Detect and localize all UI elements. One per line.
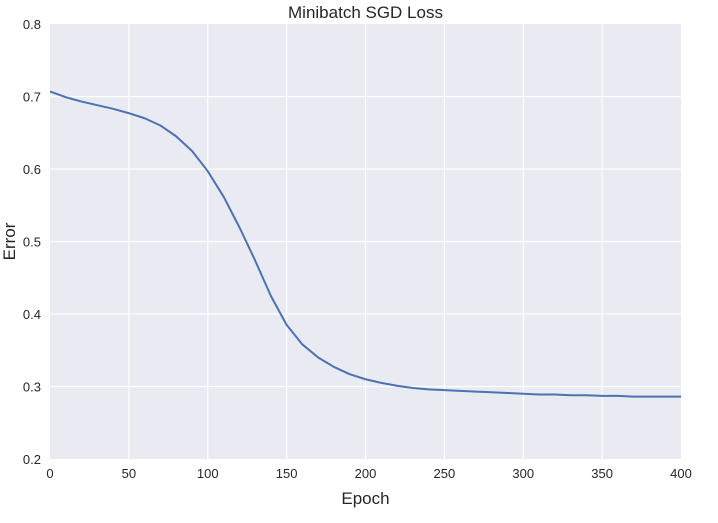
x-tick-label: 300 (512, 466, 534, 481)
loss-series-line (49, 90, 681, 398)
y-tick-label: 0.4 (23, 307, 41, 322)
y-tick-label: 0.3 (23, 380, 41, 395)
x-tick-label: 200 (355, 466, 377, 481)
y-tick-label: 0.5 (23, 235, 41, 250)
x-tick-labels: 0 50 100 150 200 250 300 350 400 (46, 466, 691, 481)
chart-title: Minibatch SGD Loss (288, 3, 443, 22)
x-tick-label: 350 (591, 466, 613, 481)
x-tick-label: 0 (46, 466, 53, 481)
x-tick-label: 400 (670, 466, 692, 481)
x-tick-label: 150 (276, 466, 298, 481)
y-tick-labels: 0.2 0.3 0.4 0.5 0.6 0.7 0.8 (23, 17, 41, 467)
y-tick-label: 0.7 (23, 90, 41, 105)
y-tick-label: 0.8 (23, 17, 41, 32)
x-axis-label: Epoch (341, 489, 389, 508)
y-tick-label: 0.2 (23, 452, 41, 467)
x-tick-label: 100 (197, 466, 219, 481)
x-tick-label: 50 (122, 466, 136, 481)
y-gridlines (50, 95, 681, 388)
y-tick-label: 0.6 (23, 162, 41, 177)
x-tick-label: 250 (434, 466, 456, 481)
y-axis-label: Error (0, 222, 19, 260)
